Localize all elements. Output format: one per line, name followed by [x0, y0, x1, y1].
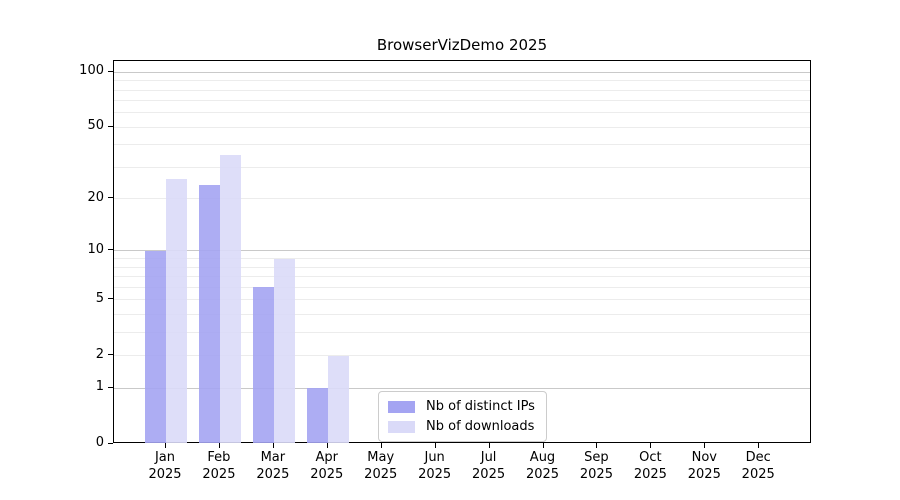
gridline-major	[114, 71, 810, 73]
bar-downloads-jan	[166, 178, 187, 443]
x-tick-label-mar: Mar 2025	[256, 450, 290, 482]
y-tick-label: 2	[95, 346, 104, 362]
x-tick-mark	[542, 443, 544, 448]
gridline-minor	[114, 331, 810, 333]
legend-swatch-icon	[388, 400, 415, 413]
y-tick-mark	[108, 298, 113, 300]
y-tick-mark	[108, 386, 113, 388]
x-tick-mark	[272, 443, 274, 448]
y-tick-mark	[108, 70, 113, 72]
chart-title: BrowserVizDemo 2025	[376, 36, 548, 54]
x-tick-mark	[704, 443, 706, 448]
y-tick-mark	[108, 442, 113, 444]
gridline-minor	[114, 89, 810, 91]
plot-area: Nb of distinct IPs Nb of downloads	[113, 60, 811, 443]
x-tick-label-nov: Nov 2025	[687, 450, 721, 482]
gridline-minor	[114, 355, 810, 357]
gridline-major	[114, 250, 810, 252]
y-tick-mark	[108, 354, 113, 356]
legend-item: Nb of downloads	[388, 419, 535, 434]
legend-label: Nb of downloads	[426, 419, 535, 434]
gridline-minor	[114, 276, 810, 278]
y-tick-mark	[108, 249, 113, 251]
x-tick-mark	[326, 443, 328, 448]
bar-distinct-ips-feb	[198, 184, 220, 443]
gridline-minor	[114, 100, 810, 102]
gridline-minor	[114, 198, 810, 200]
x-tick-label-sep: Sep 2025	[579, 450, 613, 482]
gridline-minor	[114, 286, 810, 288]
x-tick-label-aug: Aug 2025	[525, 450, 560, 482]
gridline-minor	[114, 258, 810, 260]
y-tick-label: 100	[79, 63, 104, 79]
x-tick-mark	[380, 443, 382, 448]
gridline-minor	[114, 80, 810, 82]
bar-distinct-ips-mar	[252, 287, 274, 443]
x-tick-mark	[596, 443, 598, 448]
gridline-minor	[114, 112, 810, 114]
legend: Nb of distinct IPs Nb of downloads	[378, 391, 547, 442]
x-tick-mark	[488, 443, 490, 448]
y-tick-label: 20	[87, 189, 104, 205]
x-tick-mark	[758, 443, 760, 448]
bar-downloads-mar	[273, 258, 295, 443]
y-tick-label: 50	[87, 118, 104, 134]
x-tick-mark	[650, 443, 652, 448]
x-tick-label-jan: Jan 2025	[148, 450, 182, 482]
y-tick-label: 5	[95, 290, 104, 306]
gridline-minor	[114, 266, 810, 268]
bar-downloads-apr	[327, 355, 349, 443]
y-tick-label: 0	[95, 435, 104, 450]
y-tick-label: 10	[87, 241, 104, 257]
x-tick-mark	[434, 443, 436, 448]
gridline-minor	[114, 299, 810, 301]
y-tick-label: 1	[95, 379, 104, 395]
legend-swatch-icon	[388, 420, 415, 433]
bar-downloads-feb	[219, 155, 241, 443]
gridline-major	[114, 387, 810, 389]
x-tick-label-dec: Dec 2025	[741, 450, 775, 482]
x-tick-label-apr: Apr 2025	[310, 450, 344, 482]
gridline-minor	[114, 126, 810, 128]
gridline-minor	[114, 313, 810, 315]
y-tick-mark	[108, 197, 113, 199]
x-tick-label-jul: Jul 2025	[472, 450, 506, 482]
bar-distinct-ips-apr	[306, 388, 328, 443]
legend-item: Nb of distinct IPs	[388, 399, 535, 414]
x-tick-label-oct: Oct 2025	[633, 450, 667, 482]
x-tick-label-may: May 2025	[364, 450, 398, 482]
y-tick-mark	[108, 125, 113, 127]
bar-distinct-ips-jan	[145, 250, 166, 443]
x-tick-label-feb: Feb 2025	[202, 450, 236, 482]
legend-label: Nb of distinct IPs	[426, 399, 535, 414]
x-tick-mark	[165, 443, 166, 448]
gridline-minor	[114, 167, 810, 168]
gridline-minor	[114, 144, 810, 146]
x-tick-mark	[218, 443, 220, 448]
x-tick-label-jun: Jun 2025	[418, 450, 452, 482]
